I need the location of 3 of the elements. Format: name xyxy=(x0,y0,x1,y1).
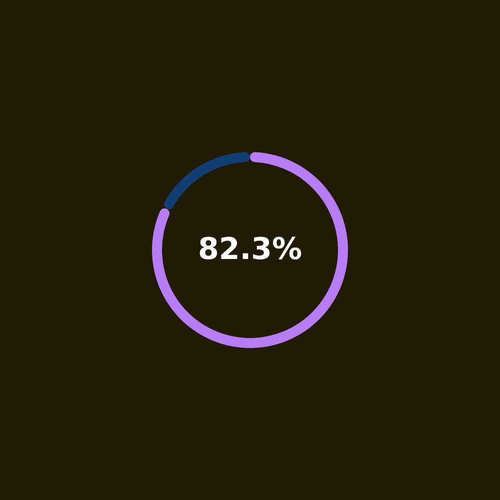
text: 82.3% xyxy=(198,232,302,267)
donut-slice xyxy=(152,152,348,348)
donut-slice xyxy=(164,152,250,210)
